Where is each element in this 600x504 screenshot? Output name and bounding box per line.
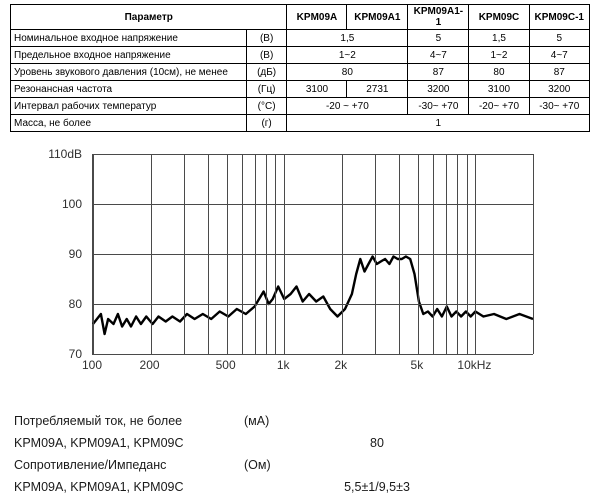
cell-value: 5 xyxy=(408,30,469,47)
x-tick-label: 200 xyxy=(140,358,160,372)
footer-value: 80 xyxy=(302,432,452,454)
footer-row: Потребляемый ток, не более (мА) xyxy=(14,410,584,432)
cell-value: 5 xyxy=(529,30,590,47)
cell-value: 4~7 xyxy=(529,47,590,64)
cell-value: 1~2 xyxy=(287,47,408,64)
table-row: Резонансная частота(Гц)31002731320031003… xyxy=(11,81,590,98)
footer-row: Сопротивление/Импеданс (Ом) xyxy=(14,454,584,476)
table-row: Предельное входное напряжение(В)1~24~71~… xyxy=(11,47,590,64)
cell-unit: (г) xyxy=(246,115,287,132)
cell-unit: (Гц) xyxy=(246,81,287,98)
cell-value: 87 xyxy=(408,64,469,81)
page: Параметр KPM09A KPM09A1 KPM09A1-1 KPM09C… xyxy=(0,4,600,504)
header-model: KPM09C-1 xyxy=(529,5,590,30)
cell-value: 1 xyxy=(287,115,590,132)
x-tick-label: 100 xyxy=(82,358,102,372)
footer-unit xyxy=(244,476,302,498)
cell-param: Резонансная частота xyxy=(11,81,247,98)
x-tick-label: 500 xyxy=(216,358,236,372)
spec-table: Параметр KPM09A KPM09A1 KPM09A1-1 KPM09C… xyxy=(10,4,590,132)
cell-value: -30~ +70 xyxy=(408,98,469,115)
cell-param: Предельное входное напряжение xyxy=(11,47,247,64)
cell-value: 1~2 xyxy=(469,47,529,64)
cell-param: Уровень звукового давления (10см), не ме… xyxy=(11,64,247,81)
x-tick-label: 1k xyxy=(277,358,290,372)
cell-param: Номинальное входное напряжение xyxy=(11,30,247,47)
footer-label: Сопротивление/Импеданс xyxy=(14,454,244,476)
footer-unit xyxy=(244,432,302,454)
footer-unit: (мА) xyxy=(244,410,302,432)
y-tick-label: 70 xyxy=(69,347,82,361)
footer-specs: Потребляемый ток, не более (мА) KPM09A, … xyxy=(14,410,584,498)
header-param: Параметр xyxy=(11,5,287,30)
cell-value: 1,5 xyxy=(287,30,408,47)
footer-row: KPM09A, KPM09A1, KPM09C 5,5±1/9,5±3 xyxy=(14,476,584,498)
cell-value: -20~ +70 xyxy=(469,98,529,115)
header-model: KPM09A1-1 xyxy=(408,5,469,30)
footer-value: 5,5±1/9,5±3 xyxy=(302,476,452,498)
y-tick-label: 90 xyxy=(69,247,82,261)
cell-value: 4~7 xyxy=(408,47,469,64)
y-tick-label: 110dB xyxy=(48,147,82,161)
header-model: KPM09C xyxy=(469,5,529,30)
footer-row: KPM09A, KPM09A1, KPM09C 80 xyxy=(14,432,584,454)
cell-value: 3100 xyxy=(469,81,529,98)
cell-unit: (дБ) xyxy=(246,64,287,81)
cell-unit: (В) xyxy=(246,30,287,47)
cell-unit: (В) xyxy=(246,47,287,64)
plot-area xyxy=(92,154,533,355)
cell-value: 80 xyxy=(469,64,529,81)
table-row: Масса, не более(г)1 xyxy=(11,115,590,132)
cell-param: Интервал рабочих температур xyxy=(11,98,247,115)
x-tick-label: 2k xyxy=(334,358,347,372)
cell-value: -30~ +70 xyxy=(529,98,590,115)
cell-value: 1,5 xyxy=(469,30,529,47)
cell-value: 3200 xyxy=(529,81,590,98)
header-model: KPM09A xyxy=(287,5,347,30)
table-row: Интервал рабочих температур(°С)-20 ~ +70… xyxy=(11,98,590,115)
cell-value: -20 ~ +70 xyxy=(287,98,408,115)
cell-value: 3100 xyxy=(287,81,347,98)
header-model: KPM09A1 xyxy=(347,5,408,30)
cell-value: 80 xyxy=(287,64,408,81)
footer-label: Потребляемый ток, не более xyxy=(14,410,244,432)
frequency-response-chart: 70 80 90 100 110dB 100 200 500 1k 2k 5k 10kHz xyxy=(40,144,560,404)
y-tick-label: 80 xyxy=(69,297,82,311)
y-axis-labels: 70 80 90 100 110dB xyxy=(40,144,88,364)
x-axis-labels: 1002005001k2k5k10kHz xyxy=(92,358,542,378)
x-tick-label: 5k xyxy=(411,358,424,372)
table-header-row: Параметр KPM09A KPM09A1 KPM09A1-1 KPM09C… xyxy=(11,5,590,30)
cell-value: 87 xyxy=(529,64,590,81)
table-row: Номинальное входное напряжение(В)1,551,5… xyxy=(11,30,590,47)
footer-label: KPM09A, KPM09A1, KPM09C xyxy=(14,476,244,498)
footer-value xyxy=(302,410,452,432)
cell-value: 3200 xyxy=(408,81,469,98)
footer-value xyxy=(302,454,452,476)
cell-unit: (°С) xyxy=(246,98,287,115)
footer-unit: (Ом) xyxy=(244,454,302,476)
table-body: Номинальное входное напряжение(В)1,551,5… xyxy=(11,30,590,132)
footer-label: KPM09A, KPM09A1, KPM09C xyxy=(14,432,244,454)
table-row: Уровень звукового давления (10см), не ме… xyxy=(11,64,590,81)
cell-param: Масса, не более xyxy=(11,115,247,132)
cell-value: 2731 xyxy=(347,81,408,98)
y-tick-label: 100 xyxy=(62,197,82,211)
x-tick-label: 10kHz xyxy=(457,358,491,372)
